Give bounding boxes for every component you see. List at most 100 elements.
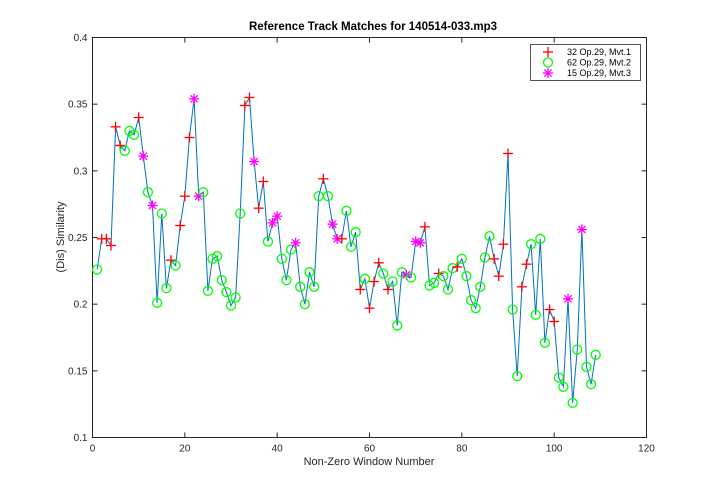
data-point-plus (373, 257, 384, 268)
data-point-star (327, 219, 338, 230)
x-tick-label: 60 (364, 444, 376, 455)
x-tick-label: 100 (546, 444, 563, 455)
data-point-circle (428, 277, 440, 288)
data-point-star (189, 93, 200, 104)
legend-label: 62 Op.29, Mvt.2 (567, 58, 631, 68)
data-point-circle (322, 191, 334, 202)
data-point-circle (341, 205, 352, 216)
data-point-plus (355, 284, 366, 295)
data-point-circle (198, 187, 209, 198)
data-point-star (290, 237, 301, 248)
data-point-circle (345, 241, 357, 252)
data-point-circle (161, 283, 172, 294)
data-point-circle (304, 267, 315, 278)
data-point-circle (484, 231, 495, 242)
data-point-circle (308, 281, 320, 292)
data-point-circle (262, 236, 274, 247)
data-point-star (249, 156, 260, 167)
data-point-circle (299, 299, 311, 310)
data-point-star (576, 224, 587, 235)
data-point-circle (479, 252, 491, 263)
data-point-circle (456, 253, 467, 264)
data-point-circle (230, 292, 241, 303)
data-point-plus (516, 281, 527, 292)
data-point-circle (378, 268, 389, 279)
axis-tick-labels: 0 20 40 60 80 100 120 0.1 0.15 0.2 0.25 0.3 0.35 0.4 (68, 33, 655, 455)
data-point-plus (253, 203, 264, 214)
legend-marker-star (543, 68, 553, 78)
data-point-circle (581, 361, 592, 372)
data-point-circle (281, 275, 292, 286)
y-tick-label: 0.2 (74, 300, 88, 311)
data-point-plus (318, 173, 329, 184)
legend-label: 15 Op.29, Mvt.3 (567, 68, 631, 78)
data-point-circle (119, 145, 130, 156)
y-tick-label: 0.1 (74, 433, 88, 444)
data-point-circle (405, 272, 417, 283)
data-point-circle (590, 349, 601, 360)
y-tick-label: 0.3 (74, 166, 88, 177)
data-point-circle (202, 285, 214, 296)
data-point-circle (225, 300, 237, 311)
data-point-plus (336, 233, 347, 244)
data-point-plus (239, 100, 250, 111)
data-point-plus (133, 112, 144, 123)
data-point-plus (184, 132, 195, 143)
legend-marker-circle (542, 57, 554, 68)
data-point-plus (105, 240, 116, 251)
chart-title: Reference Track Matches for 140514-033.m… (249, 21, 497, 33)
x-tick-label: 80 (456, 444, 468, 455)
y-tick-label: 0.4 (74, 33, 88, 44)
data-point-plus (244, 92, 255, 103)
data-point-circle (350, 227, 361, 238)
data-point-circle (156, 208, 167, 219)
data-point-circle (216, 275, 227, 286)
data-point-circle (442, 284, 454, 295)
x-tick-label: 120 (638, 444, 655, 455)
data-point-circle (567, 397, 578, 408)
data-point-plus (364, 303, 375, 314)
legend-entries: 32 Op.29, Mvt.162 Op.29, Mvt.215 Op.29, … (542, 47, 631, 78)
data-point-plus (258, 176, 269, 187)
data-point-circle (235, 208, 246, 219)
data-point-star (415, 237, 426, 248)
data-point-circle (475, 281, 486, 292)
data-point-plus (452, 261, 463, 272)
data-point-plus (382, 284, 393, 295)
data-point-circle (525, 239, 537, 250)
y-tick-label: 0.15 (68, 366, 88, 377)
axis-ticks (92, 37, 647, 438)
data-point-plus (101, 233, 112, 244)
data-point-star (267, 217, 278, 228)
x-tick-label: 0 (90, 444, 96, 455)
data-point-plus (521, 259, 532, 270)
data-point-plus (498, 239, 509, 250)
data-point-circle (438, 271, 449, 282)
data-point-circle (211, 251, 223, 262)
data-point-plus (544, 304, 555, 315)
data-point-circle (285, 244, 297, 255)
data-point-plus (419, 221, 430, 232)
data-point-circle (465, 295, 477, 306)
x-tick-label: 40 (272, 444, 284, 455)
data-point-circle (276, 253, 287, 264)
marker-layer (91, 92, 601, 408)
data-point-star (272, 211, 283, 222)
data-point-star (147, 200, 158, 211)
data-point-circle (572, 344, 583, 355)
data-point-star (138, 151, 149, 162)
data-point-circle (558, 381, 569, 392)
data-point-circle (387, 276, 398, 287)
data-point-plus (489, 253, 500, 264)
plot-area (92, 37, 647, 438)
data-point-plus (493, 271, 504, 282)
data-point-plus (369, 276, 380, 287)
data-point-circle (392, 320, 403, 331)
y-axis-label: (Dis) Similarity (55, 201, 67, 272)
data-point-circle (512, 371, 523, 382)
data-point-circle (151, 297, 163, 308)
data-point-star (563, 293, 574, 304)
data-point-plus (179, 191, 190, 202)
data-point-circle (359, 273, 371, 284)
